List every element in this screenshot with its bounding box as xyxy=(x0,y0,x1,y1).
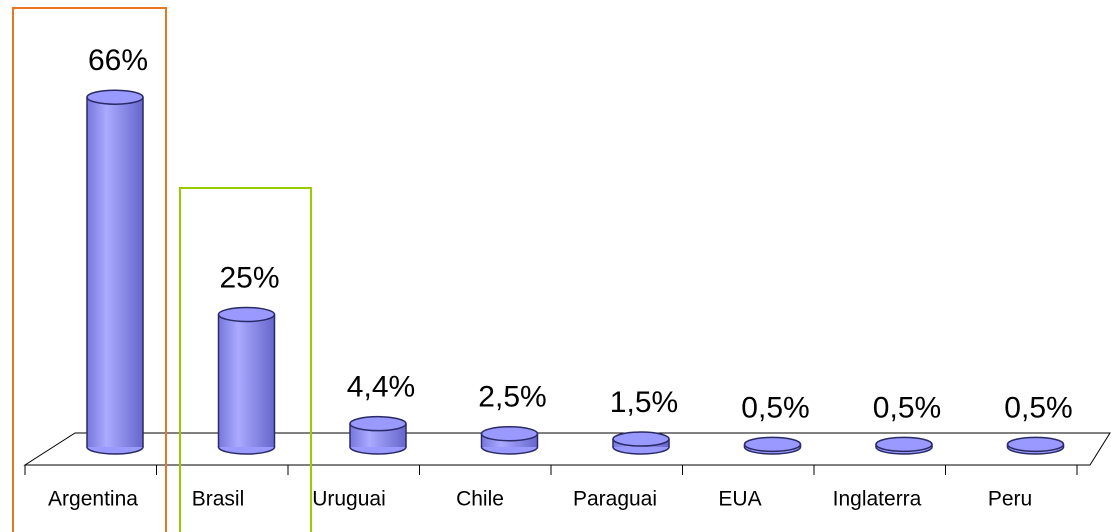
x-tick-label: Argentina xyxy=(48,488,138,511)
bar-top xyxy=(612,431,670,447)
data-label: 0,5% xyxy=(873,391,941,424)
floor-ticks xyxy=(24,465,1078,475)
x-tick-label: Uruguai xyxy=(312,488,386,511)
highlight-box xyxy=(179,187,312,532)
bar-top xyxy=(349,415,407,432)
x-tick-label: Chile xyxy=(456,488,504,511)
highlight-box xyxy=(12,7,167,532)
data-label: 2,5% xyxy=(478,381,546,414)
bar xyxy=(743,436,802,455)
bar xyxy=(349,415,407,455)
floor xyxy=(23,432,1111,466)
bar xyxy=(875,436,933,455)
bar-top xyxy=(86,89,144,105)
data-label: 66% xyxy=(88,44,148,77)
bar-top xyxy=(1006,436,1065,453)
bar xyxy=(480,426,539,455)
x-tick-label: Inglaterra xyxy=(833,488,922,511)
x-tick-label: Brasil xyxy=(192,488,245,511)
bar xyxy=(612,431,670,455)
x-tick-label: EUA xyxy=(718,488,761,511)
bar-top xyxy=(743,436,802,453)
data-label: 4,4% xyxy=(347,371,415,404)
bar xyxy=(86,89,144,455)
data-label: 25% xyxy=(219,261,279,294)
data-label: 0,5% xyxy=(1004,391,1072,424)
bars xyxy=(86,89,1065,455)
x-tick-label: Peru xyxy=(988,488,1032,511)
bar-body xyxy=(87,97,143,447)
bar-top xyxy=(217,306,276,323)
bar-top xyxy=(480,426,539,442)
data-label: 0,5% xyxy=(741,391,809,424)
bar-top xyxy=(875,436,933,453)
bar xyxy=(217,306,276,455)
bar-body xyxy=(218,314,275,447)
data-label: 1,5% xyxy=(610,386,678,419)
bar xyxy=(1006,436,1065,455)
x-tick-label: Paraguai xyxy=(573,488,657,511)
